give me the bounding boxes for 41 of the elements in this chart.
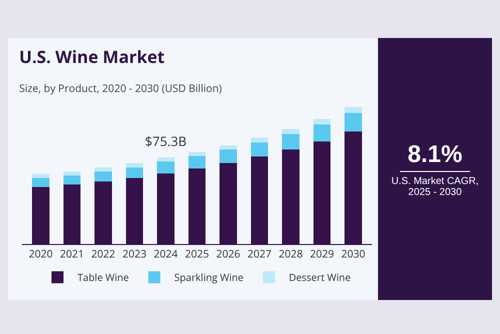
bar [126,167,144,178]
x-tick-label: 2028 [278,248,303,262]
x-tick-label: 2023 [122,248,147,262]
bar [63,171,81,176]
x-tick-label: 2022 [91,248,116,262]
chart-subtitle: Size, by Product, 2020 - 2030 (USD Billion) [19,82,222,96]
bar [32,178,50,187]
bar [32,174,50,178]
legend-label: Sparkling Wine [174,270,244,284]
annotation: $75.3B [145,132,187,150]
bar [282,128,300,134]
legend-label: Dessert Wine [288,270,352,284]
bar [250,138,268,142]
bar [220,149,237,164]
x-tick-label: 2024 [154,248,178,262]
bar [313,119,331,124]
x-tick-label: 2025 [184,248,210,262]
bar [313,124,331,142]
text: 8.1% [400,140,470,172]
bar [220,145,237,150]
bar [63,175,81,184]
bar [344,113,362,132]
x-tick-label: 2020 [28,248,53,262]
x-tick-label: 2021 [60,248,84,262]
bar [94,172,112,182]
bar [188,156,206,169]
bar [188,152,206,156]
x-tick-label: 2030 [341,248,366,262]
bar [250,142,268,157]
legend-label: Table Wine [78,270,130,284]
x-tick-label: 2026 [216,248,240,262]
bar [126,162,144,168]
chart-title: U.S. Wine Market [19,45,165,68]
bar [282,134,300,150]
x-tick-label: 2027 [247,248,272,262]
bar [157,158,174,162]
bar [94,168,112,172]
bar [157,162,174,174]
bar [344,107,362,114]
text: U.S. Market CAGR, 2025 - 2030 [390,176,480,198]
x-tick-label: 2029 [310,248,334,262]
